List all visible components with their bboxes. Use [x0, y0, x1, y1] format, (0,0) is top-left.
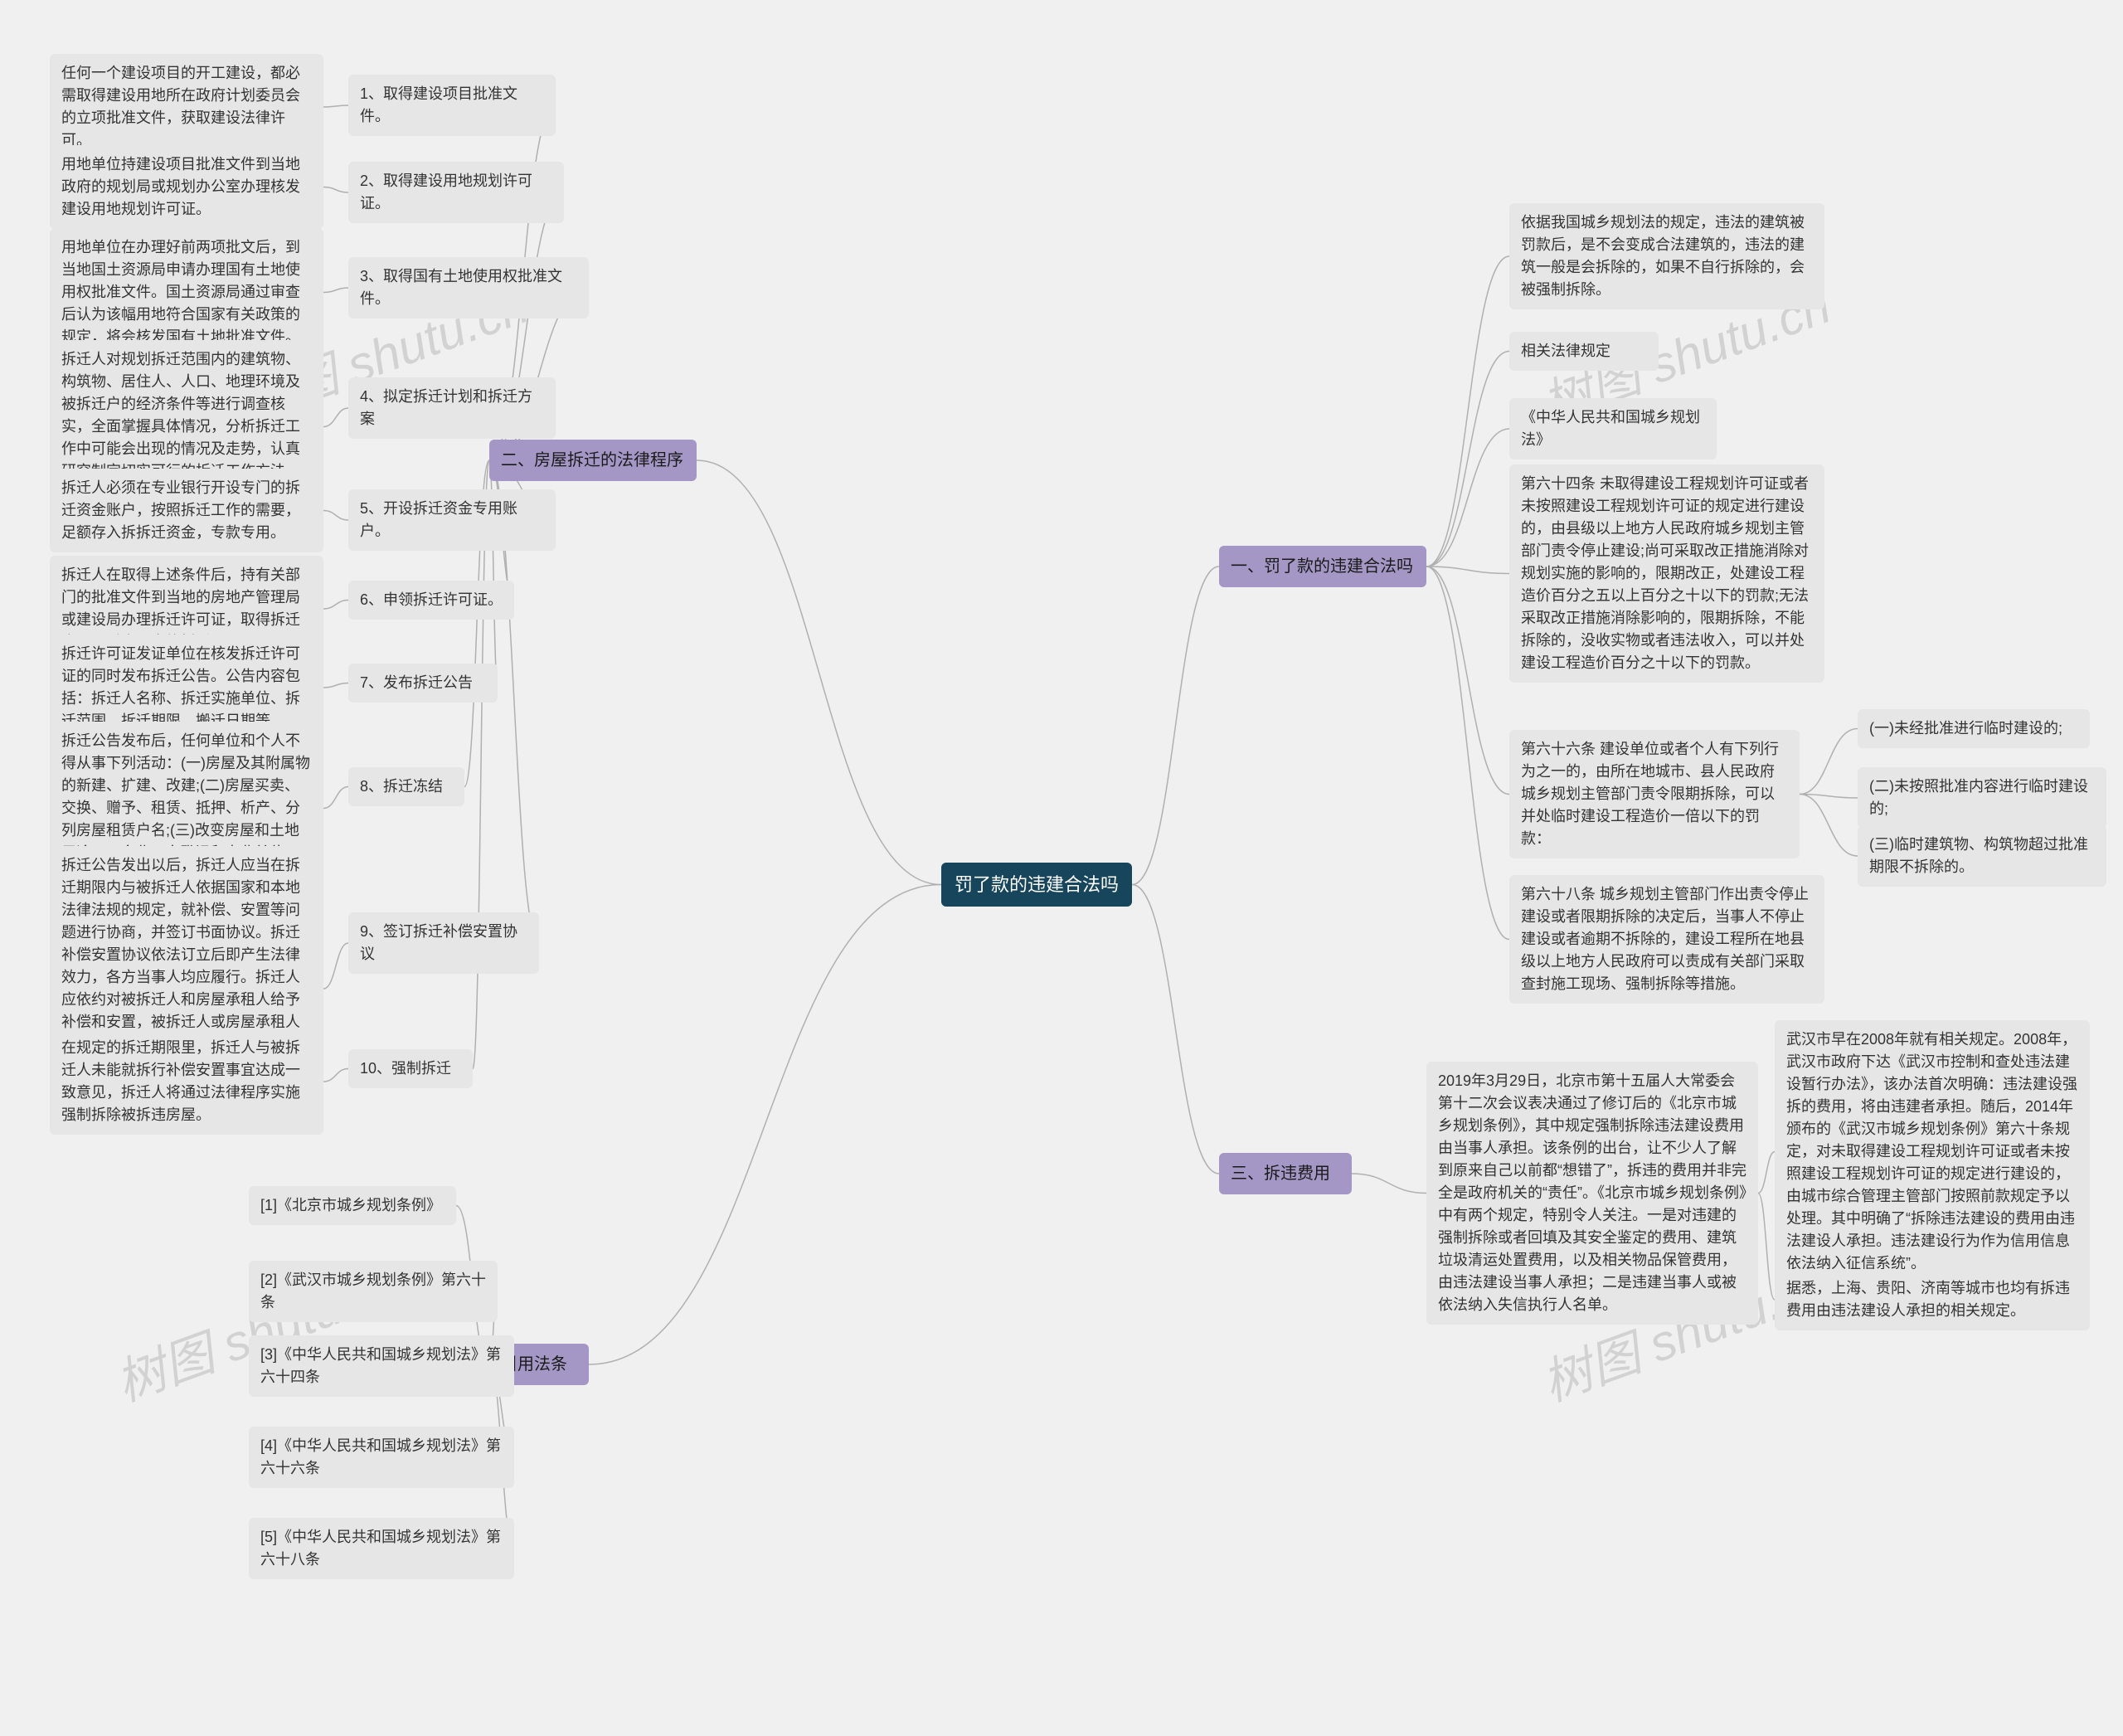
s3-item-3[interactable]: 据悉，上海、贵阳、济南等城市也均有拆违费用由违法建设人承担的相关规定。 [1775, 1269, 2090, 1330]
s2-step-9-num[interactable]: 9、签订拆迁补偿安置协议 [348, 912, 539, 974]
s4-item-3[interactable]: [3]《中华人民共和国城乡规划法》第六十四条 [249, 1335, 514, 1397]
s4-item-5[interactable]: [5]《中华人民共和国城乡规划法》第六十八条 [249, 1518, 514, 1579]
s3-item-1[interactable]: 2019年3月29日，北京市第十五届人大常委会第十二次会议表决通过了修订后的《北… [1426, 1062, 1758, 1325]
s2-step-3-num[interactable]: 3、取得国有土地使用权批准文件。 [348, 257, 589, 319]
s1-item-5c[interactable]: (三)临时建筑物、构筑物超过批准期限不拆除的。 [1858, 825, 2106, 887]
s2-step-1-text[interactable]: 任何一个建设项目的开工建设，都必需取得建设用地所在政府计划委员会的立项批准文件，… [50, 54, 323, 160]
s2-step-6-num[interactable]: 6、申领拆迁许可证。 [348, 581, 514, 620]
s1-item-2[interactable]: 相关法律规定 [1509, 332, 1659, 371]
s1-item-4[interactable]: 第六十四条 未取得建设工程规划许可证或者未按照建设工程规划许可证的规定进行建设的… [1509, 464, 1824, 683]
section-1[interactable]: 一、罚了款的违建合法吗 [1219, 546, 1426, 587]
s2-step-10-num[interactable]: 10、强制拆迁 [348, 1049, 473, 1088]
s2-step-10-text[interactable]: 在规定的拆迁期限里，拆迁人与被拆迁人未能就拆行补偿安置事宜达成一致意见，拆迁人将… [50, 1028, 323, 1135]
s1-item-1[interactable]: 依据我国城乡规划法的规定，违法的建筑被罚款后，是不会变成合法建筑的，违法的建筑一… [1509, 203, 1824, 309]
s4-item-4[interactable]: [4]《中华人民共和国城乡规划法》第六十六条 [249, 1427, 514, 1488]
s4-item-1[interactable]: [1]《北京市城乡规划条例》 [249, 1186, 456, 1225]
s1-item-5a[interactable]: (一)未经批准进行临时建设的; [1858, 709, 2090, 748]
s1-item-3[interactable]: 《中华人民共和国城乡规划法》 [1509, 398, 1717, 460]
s2-step-8-num[interactable]: 8、拆迁冻结 [348, 767, 464, 806]
section-3[interactable]: 三、拆违费用 [1219, 1153, 1352, 1194]
s2-step-4-num[interactable]: 4、拟定拆迁计划和拆迁方案 [348, 377, 556, 439]
s1-item-5[interactable]: 第六十六条 建设单位或者个人有下列行为之一的，由所在地城市、县人民政府城乡规划主… [1509, 730, 1800, 858]
s3-item-2[interactable]: 武汉市早在2008年就有相关规定。2008年，武汉市政府下达《武汉市控制和查处违… [1775, 1020, 2090, 1283]
section-2[interactable]: 二、房屋拆迁的法律程序 [489, 440, 697, 481]
s2-step-3-text[interactable]: 用地单位在办理好前两项批文后，到当地国土资源局申请办理国有土地使用权批准文件。国… [50, 228, 323, 357]
s4-item-2[interactable]: [2]《武汉市城乡规划条例》第六十条 [249, 1261, 498, 1322]
s2-step-5-num[interactable]: 5、开设拆迁资金专用账户。 [348, 489, 556, 551]
s1-item-5b[interactable]: (二)未按照批准内容进行临时建设的; [1858, 767, 2106, 829]
s2-step-2-text[interactable]: 用地单位持建设项目批准文件到当地政府的规划局或规划办公室办理核发建设用地规划许可… [50, 145, 323, 229]
s2-step-1-num[interactable]: 1、取得建设项目批准文件。 [348, 75, 556, 136]
s2-step-2-num[interactable]: 2、取得建设用地规划许可证。 [348, 162, 564, 223]
root-node[interactable]: 罚了款的违建合法吗 [941, 863, 1132, 907]
s2-step-7-num[interactable]: 7、发布拆迁公告 [348, 664, 498, 703]
s1-item-6[interactable]: 第六十八条 城乡规划主管部门作出责令停止建设或者限期拆除的决定后，当事人不停止建… [1509, 875, 1824, 1004]
s2-step-5-text[interactable]: 拆迁人必须在专业银行开设专门的拆迁资金账户，按照拆迁工作的需要，足额存入拆拆迁资… [50, 469, 323, 552]
